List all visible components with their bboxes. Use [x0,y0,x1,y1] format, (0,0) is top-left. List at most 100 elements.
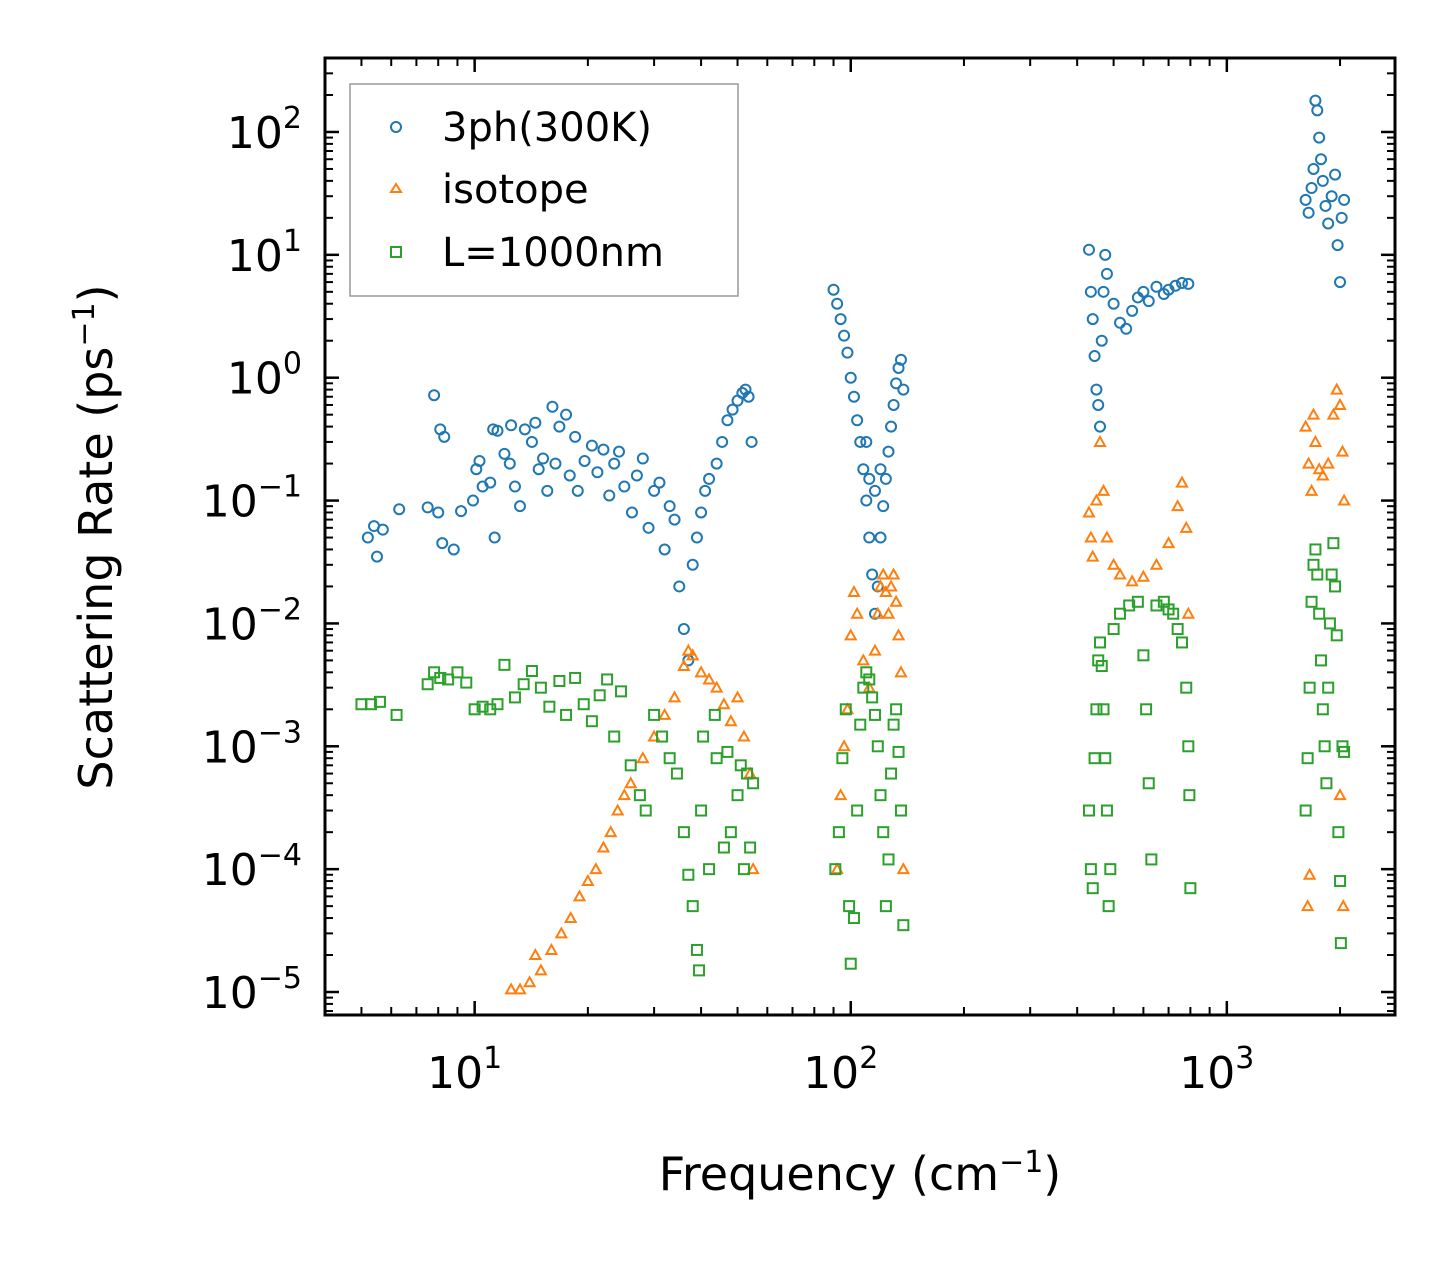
data-point [847,585,861,598]
data-point [1313,607,1326,620]
data-point [534,963,548,976]
data-point [639,804,652,817]
data-point [428,389,441,402]
legend-marker-boundary [390,246,402,258]
series-3 [355,537,1351,977]
data-point [1338,745,1351,758]
data-point [1175,475,1189,488]
data-point [863,673,876,686]
data-point [860,666,873,679]
data-point [838,329,851,342]
data-point [1318,740,1331,753]
data-point [1107,297,1120,310]
x-tick-label: 103 [1179,1041,1254,1099]
data-point [877,826,890,839]
data-point [1100,804,1113,817]
data-point [1305,181,1318,194]
data-point [1309,543,1322,556]
data-point [522,975,537,988]
data-point [871,606,885,619]
data-point [1100,530,1114,543]
x-tick-label: 102 [803,1041,878,1099]
data-point [1315,153,1328,166]
data-point [690,531,703,544]
data-point [364,698,377,711]
data-point [393,503,406,516]
data-point [1320,777,1333,790]
data-point [504,982,518,995]
y-tick-label: 10−1 [202,470,302,528]
data-point [854,435,867,448]
data-point [503,457,516,470]
data-point [373,695,386,708]
data-point [1090,703,1103,716]
data-point [889,594,903,607]
data-point [885,767,898,780]
data-point [525,664,538,677]
data-point [1334,875,1347,888]
data-point [1316,468,1330,481]
data-point [832,826,845,839]
data-point [874,463,887,476]
data-point [560,408,573,421]
data-point [885,420,898,433]
data-point [1082,243,1095,256]
data-point [1126,304,1139,317]
data-point [868,643,882,656]
data-point [891,628,906,641]
y-tick-label: 10−4 [202,838,302,896]
data-point [491,424,504,437]
data-point [1086,882,1099,895]
data-point [447,543,460,556]
legend-box [349,83,739,297]
data-point [1099,248,1112,261]
data-point [1137,649,1150,662]
data-point [746,862,760,875]
data-point [532,463,545,476]
data-point [525,435,538,448]
y-tick-label: 10−2 [202,592,302,650]
data-point [874,789,887,802]
data-point [1149,557,1164,570]
data-point [1137,285,1150,298]
data-point [1097,285,1110,298]
data-point [847,912,860,925]
data-point [1334,276,1347,289]
data-point [1301,752,1314,765]
data-point [703,472,716,485]
data-point [648,708,661,721]
data-point [596,840,611,853]
data-point [491,698,504,711]
data-point [460,676,473,689]
data-point [1095,334,1108,347]
data-point [894,353,907,366]
data-point [1131,595,1144,608]
data-point [1304,483,1319,496]
data-point [890,377,903,390]
data-point [897,383,910,396]
data-point [546,400,559,413]
data-point [882,853,895,866]
data-point [686,900,699,913]
data-point [747,777,760,790]
data-point [529,416,542,429]
data-point [604,825,618,838]
data-point [868,708,881,721]
data-point [1326,407,1341,420]
data-point [871,740,884,753]
data-point [882,445,895,458]
data-point [1084,863,1097,876]
data-point [608,457,621,470]
data-point [658,543,671,556]
data-point [892,361,905,374]
data-point [572,889,587,902]
data-point [1325,190,1338,203]
data-point [436,537,449,550]
data-point [1125,574,1139,587]
data-point [455,505,468,518]
data-point [730,690,745,703]
data-point [710,752,723,765]
data-point [844,371,857,384]
data-point [1140,703,1153,716]
data-point [1176,276,1189,289]
